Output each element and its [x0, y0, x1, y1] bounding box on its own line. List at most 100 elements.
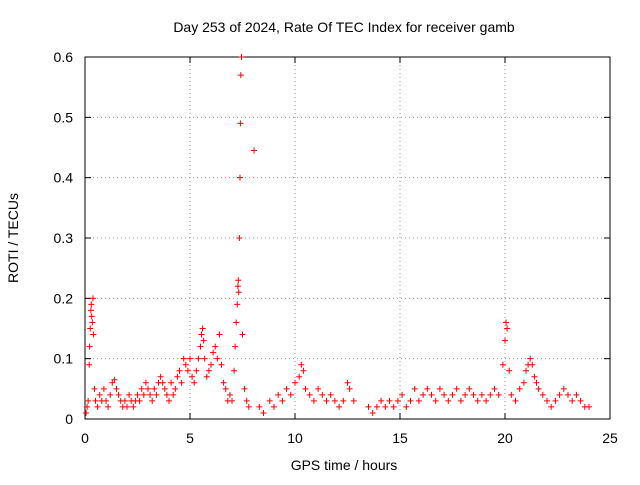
- data-point: [191, 379, 198, 386]
- data-point: [508, 391, 515, 398]
- data-point: [96, 391, 103, 398]
- data-point: [445, 397, 452, 404]
- data-point: [306, 391, 313, 398]
- data-point: [346, 385, 353, 392]
- data-point: [161, 385, 168, 392]
- data-point: [210, 349, 217, 356]
- data-point: [245, 403, 252, 410]
- data-point: [315, 385, 322, 392]
- data-point: [208, 361, 214, 368]
- data-point: [91, 385, 98, 392]
- data-point: [172, 385, 179, 392]
- data-point: [214, 355, 221, 362]
- data-point: [394, 397, 401, 404]
- data-point: [457, 397, 464, 404]
- data-point: [220, 379, 227, 386]
- data-point: [84, 403, 91, 410]
- data-point: [539, 391, 546, 398]
- x-tick-label: 15: [392, 430, 408, 446]
- data-point: [176, 367, 183, 374]
- data-point: [340, 397, 347, 404]
- data-point: [115, 391, 122, 398]
- data-points: [83, 54, 592, 416]
- data-point: [126, 391, 133, 398]
- data-point: [365, 403, 372, 410]
- grid-lines: [85, 57, 610, 419]
- x-axis-label: GPS time / hours: [291, 457, 398, 473]
- data-point: [310, 397, 317, 404]
- y-tick-label: 0.4: [54, 170, 74, 186]
- data-point: [124, 403, 130, 410]
- data-point: [441, 391, 448, 398]
- data-point: [239, 331, 246, 338]
- data-point: [565, 391, 571, 398]
- x-tick-label: 5: [186, 430, 194, 446]
- data-point: [292, 379, 298, 386]
- y-axis-label: ROTI / TECUs: [5, 193, 21, 283]
- data-point: [86, 361, 93, 368]
- data-point: [503, 319, 510, 326]
- data-point: [256, 403, 263, 410]
- data-point: [187, 355, 193, 362]
- data-point: [235, 289, 242, 296]
- data-point: [548, 403, 555, 410]
- data-point: [527, 355, 534, 362]
- data-point: [556, 391, 563, 398]
- data-point: [531, 373, 538, 380]
- data-point: [121, 397, 128, 404]
- data-point: [407, 397, 414, 404]
- data-point: [319, 391, 326, 398]
- data-point: [529, 361, 536, 368]
- data-point: [170, 391, 177, 398]
- data-point: [436, 385, 443, 392]
- y-tick-label: 0.2: [54, 290, 74, 306]
- data-point: [153, 391, 160, 398]
- data-point: [512, 397, 519, 404]
- data-point: [432, 397, 439, 404]
- data-point: [327, 391, 334, 398]
- data-point: [399, 391, 406, 398]
- x-tick-label: 20: [497, 430, 513, 446]
- data-point: [266, 397, 273, 404]
- data-point: [483, 397, 490, 404]
- data-point: [449, 391, 456, 398]
- data-point: [535, 385, 542, 392]
- data-point: [236, 174, 243, 181]
- data-point: [159, 379, 166, 386]
- data-point: [287, 391, 294, 398]
- data-point: [236, 235, 243, 241]
- data-point: [533, 379, 540, 386]
- data-point: [428, 391, 435, 398]
- data-point: [87, 307, 94, 314]
- data-point: [212, 343, 219, 350]
- data-point: [296, 373, 303, 380]
- data-point: [142, 379, 149, 386]
- data-point: [302, 385, 309, 392]
- data-point: [283, 385, 290, 392]
- data-point: [92, 397, 99, 404]
- chart-title: Day 253 of 2024, Rate Of TEC Index for r…: [173, 19, 515, 35]
- data-point: [424, 385, 431, 392]
- data-point: [520, 379, 527, 386]
- data-point: [251, 147, 258, 154]
- data-point: [168, 379, 175, 386]
- data-point: [279, 397, 286, 404]
- data-point: [198, 331, 205, 338]
- data-point: [300, 367, 307, 374]
- data-point: [90, 331, 97, 338]
- data-point: [197, 343, 204, 350]
- data-point: [200, 337, 207, 344]
- data-point: [298, 361, 305, 368]
- data-point: [103, 397, 109, 404]
- data-point: [94, 403, 101, 410]
- data-point: [323, 397, 330, 404]
- data-point: [373, 403, 380, 410]
- data-point: [275, 391, 282, 398]
- data-point: [271, 403, 277, 410]
- data-point: [157, 373, 164, 380]
- data-point: [235, 277, 242, 284]
- data-point: [474, 397, 481, 404]
- data-point: [586, 403, 592, 410]
